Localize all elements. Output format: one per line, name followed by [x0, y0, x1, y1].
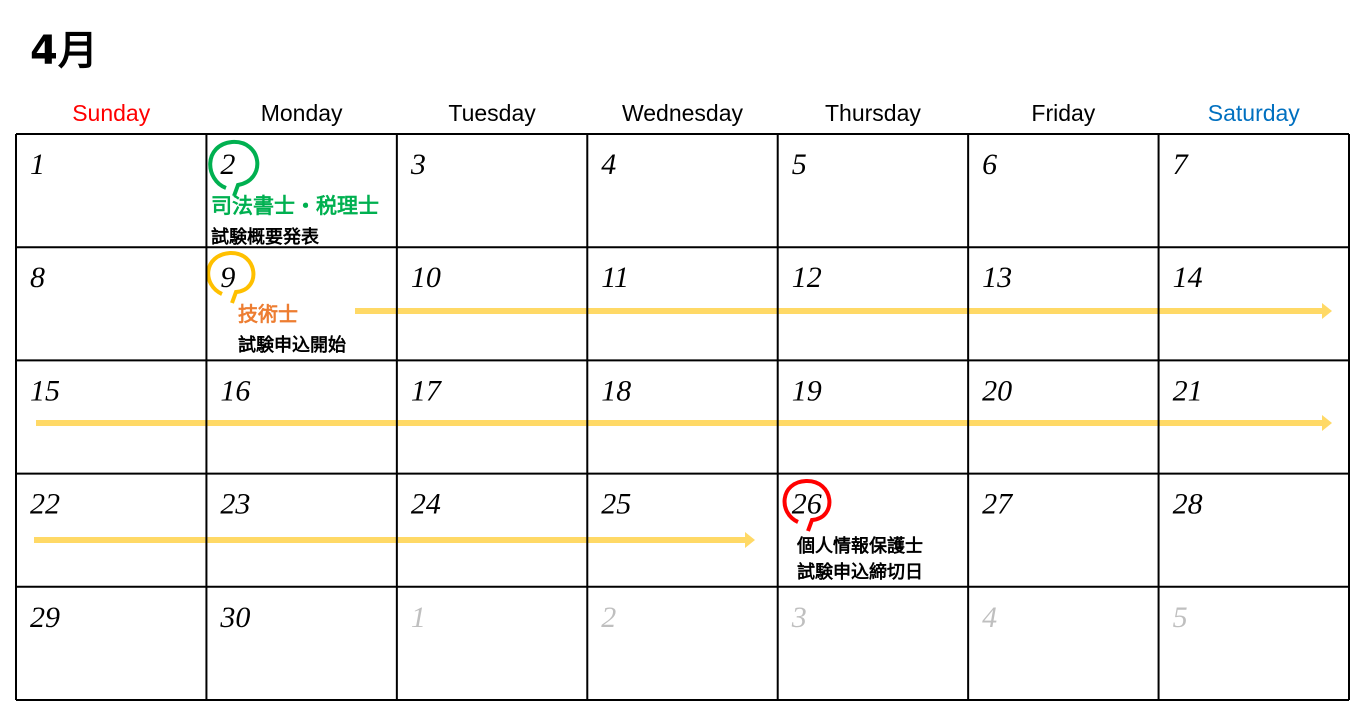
weekday-header: Sunday	[72, 100, 151, 126]
weekday-header: Tuesday	[448, 100, 536, 126]
day-number-next-month: 2	[601, 601, 616, 634]
weekday-header: Friday	[1031, 100, 1095, 126]
day-number-next-month: 5	[1173, 601, 1188, 634]
day-number: 7	[1173, 148, 1190, 181]
day-number: 25	[601, 488, 631, 521]
weekday-header: Wednesday	[622, 100, 744, 126]
day-number: 4	[601, 148, 616, 181]
month-title: 4月	[30, 28, 98, 74]
weekday-header: Thursday	[825, 100, 921, 126]
day-number: 23	[220, 488, 250, 521]
day-number: 24	[411, 488, 441, 521]
day-number: 21	[1173, 374, 1203, 407]
event-detail: 試験申込開始	[238, 334, 346, 356]
day-number: 14	[1173, 261, 1203, 294]
day-number: 12	[792, 261, 822, 294]
day-number: 19	[792, 374, 822, 407]
grid	[15, 133, 1350, 701]
day-number-next-month: 4	[982, 601, 997, 634]
day-number: 8	[30, 261, 45, 294]
day-number: 9	[220, 261, 235, 294]
day-number: 22	[30, 488, 60, 521]
weekday-header: Monday	[261, 100, 343, 126]
day-number: 2	[220, 148, 235, 181]
day-number-next-month: 1	[411, 601, 426, 634]
day-number: 5	[792, 148, 807, 181]
day-number: 20	[982, 374, 1012, 407]
day-number: 27	[982, 488, 1014, 521]
day-number: 13	[982, 261, 1012, 294]
event-title: 個人情報保護士	[796, 535, 923, 557]
event-title: 司法書士・税理士	[211, 194, 379, 218]
weekday-headers: Sunday Monday Tuesday Wednesday Thursday Frid…	[72, 100, 1300, 126]
day-number: 26	[792, 488, 822, 521]
event-detail: 試験申込締切日	[797, 561, 923, 583]
event-detail: 試験概要発表	[211, 226, 320, 248]
arrows	[34, 303, 1332, 548]
day-number: 18	[601, 374, 631, 407]
day-number: 3	[410, 148, 426, 181]
day-number-next-month: 3	[791, 601, 807, 634]
day-number: 6	[982, 148, 997, 181]
event-title: 技術士	[238, 302, 298, 326]
day-number: 1	[30, 148, 45, 181]
day-number: 11	[601, 261, 629, 294]
day-number: 30	[219, 601, 250, 634]
day-number: 28	[1173, 488, 1203, 521]
weekday-header: Saturday	[1208, 100, 1301, 126]
day-number: 10	[411, 261, 441, 294]
markers	[206, 139, 832, 532]
day-number: 17	[411, 374, 443, 407]
day-number: 15	[30, 374, 60, 407]
events: 司法書士・税理士 試験概要発表 技術士 試験申込開始 個人情報保護士 試験申込締…	[211, 194, 923, 583]
day-number: 16	[220, 374, 250, 407]
day-number: 29	[30, 601, 60, 634]
